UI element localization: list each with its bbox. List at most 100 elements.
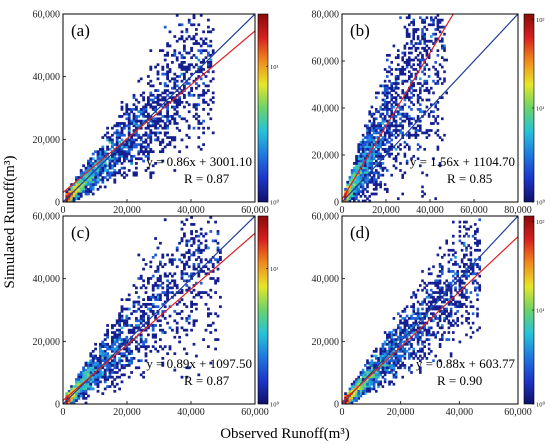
density-cell [132,112,136,116]
density-cell [106,335,109,339]
density-cell [392,375,396,379]
density-cell [118,314,121,318]
density-cell [408,354,411,358]
density-cell [159,150,162,154]
density-cell [379,108,382,111]
density-cell [383,371,387,374]
density-cell [183,105,186,109]
density-cell [458,300,462,304]
density-cell [379,380,382,384]
density-cell [156,349,160,353]
density-cell [123,122,126,125]
density-cell [421,30,424,34]
density-cell [113,359,117,363]
density-cell [207,53,210,57]
density-cell [414,68,418,71]
density-cell [99,354,102,358]
density-cell [350,401,354,404]
density-cell [438,342,442,346]
density-cell [366,133,369,137]
density-cell [401,173,404,177]
density-cell [399,359,402,363]
density-cell [108,364,112,367]
density-cell [390,364,393,367]
density-cell [377,359,380,363]
density-cell [394,96,398,99]
density-cell [216,258,220,262]
density-cell [425,307,429,311]
density-cell [467,270,470,273]
density-cell [359,159,363,163]
density-cell [350,185,354,189]
density-cell [147,155,150,158]
density-cell [125,347,129,351]
density-cell [89,178,93,182]
density-cell [89,164,93,168]
density-cell [399,338,402,341]
density-cell [187,68,191,71]
density-cell [403,331,407,334]
density-cell [132,302,136,306]
density-cell [79,171,83,175]
density-cell [394,103,398,107]
density-cell [421,185,424,189]
density-cell [151,302,155,306]
density-cell [359,140,363,144]
density-cell [151,286,155,290]
density-cell [190,272,193,276]
density-cell [388,70,391,74]
y-tick-label: 0 [334,400,339,411]
density-cell [447,260,451,264]
density-cell [392,164,396,168]
density-cell [372,375,376,379]
density-cell [412,328,415,332]
density-cell [353,192,356,196]
density-cell [111,145,114,149]
density-cell [209,44,213,48]
density-cell [173,122,177,125]
density-cell [151,119,155,123]
density-cell [87,382,90,386]
density-cell [137,307,141,311]
density-cell [386,352,389,356]
density-cell [436,70,440,74]
density-cell [390,366,393,370]
density-cell [211,270,215,273]
density-cell [120,338,124,341]
density-cell [216,267,220,271]
density-cell [379,354,382,358]
density-cell [405,319,409,323]
density-cell [84,169,88,172]
density-cell [456,300,459,304]
density-cell [394,357,398,360]
density-cell [77,375,81,379]
density-cell [101,359,105,363]
density-cell [159,260,162,264]
density-cell [392,345,396,348]
density-cell [357,145,360,149]
density-cell [370,122,374,125]
density-cell [67,392,71,395]
density-cell [147,166,150,170]
density-cell [190,56,193,60]
density-cell [163,272,167,276]
density-cell [383,68,387,71]
density-cell [149,265,153,269]
density-cell [84,166,88,170]
density-cell [414,28,418,31]
density-cell [202,143,205,146]
density-cell [381,166,385,170]
density-cell [113,164,117,168]
density-cell [199,295,203,299]
density-cell [421,28,424,31]
density-cell [408,340,411,344]
density-cell [377,140,380,144]
density-cell [142,375,145,379]
density-cell [425,44,429,48]
density-cell [91,380,95,384]
density-cell [204,49,208,52]
density-cell [190,86,193,90]
density-cell [132,96,136,99]
density-cell [161,265,165,269]
density-cell [405,133,409,137]
